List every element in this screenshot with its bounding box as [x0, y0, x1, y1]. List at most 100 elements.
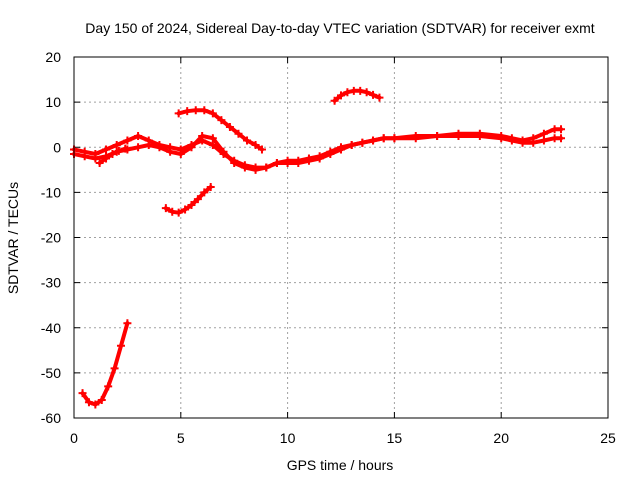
x-tick-label: 10 [280, 430, 296, 446]
y-tick-label: 0 [53, 139, 61, 155]
data-point-marker [161, 204, 170, 213]
chart-title: Day 150 of 2024, Sidereal Day-to-day VTE… [85, 20, 594, 36]
data-point-marker [219, 147, 228, 156]
data-point-marker [539, 136, 548, 145]
data-point-marker [110, 364, 119, 373]
data-point-marker [166, 147, 175, 156]
data-point-marker [191, 106, 200, 115]
series-arc-early-negative [95, 144, 130, 168]
data-point-marker [200, 188, 209, 197]
data-point-marker [144, 140, 153, 149]
data-point-marker [176, 150, 185, 159]
data-point-marker [134, 131, 143, 140]
data-point-marker [208, 109, 217, 118]
data-point-marker [181, 205, 190, 214]
data-point-marker [433, 131, 442, 140]
x-tick-label: 20 [493, 430, 509, 446]
data-point-marker [230, 159, 239, 168]
data-point-marker [369, 136, 378, 145]
data-point-marker [116, 341, 125, 350]
data-point-marker [347, 140, 356, 149]
data-point-marker [80, 152, 89, 161]
y-tick-label: 10 [45, 94, 61, 110]
series-arc-negative-mid [161, 182, 215, 217]
data-point-marker [251, 165, 260, 174]
data-point-marker [557, 125, 566, 134]
data-point-marker [102, 145, 111, 154]
data-point-marker [240, 163, 249, 172]
data-point-marker [337, 91, 345, 100]
data-point-marker [497, 134, 506, 143]
data-point-marker [272, 159, 281, 168]
data-point-marker [557, 134, 566, 143]
data-point-marker [379, 134, 388, 143]
data-point-marker [475, 131, 484, 140]
data-point-marker [102, 154, 111, 163]
y-tick-label: -30 [41, 275, 61, 291]
series-arc-high-afternoon [330, 86, 384, 105]
y-axis-label: SDTVAR / TECUs [5, 182, 21, 294]
data-point-marker [518, 138, 527, 147]
x-tick-label: 15 [387, 430, 403, 446]
data-point-marker [330, 96, 339, 105]
data-point-marker [234, 129, 243, 138]
data-point-marker [411, 134, 420, 143]
data-point-marker [200, 106, 209, 115]
series-layer [70, 86, 566, 409]
y-tick-label: -10 [41, 184, 61, 200]
data-point-marker [343, 88, 352, 97]
data-point-marker [91, 400, 100, 409]
y-tick-label: -50 [41, 365, 61, 381]
data-point-marker [358, 138, 367, 147]
data-point-marker [206, 182, 215, 191]
y-tick-label: -40 [41, 320, 61, 336]
x-tick-label: 0 [70, 430, 78, 446]
x-tick-label: 5 [177, 430, 185, 446]
data-point-marker [123, 319, 132, 328]
data-point-marker [78, 389, 87, 398]
data-point-marker [315, 152, 324, 161]
data-point-marker [112, 140, 121, 149]
data-point-marker [257, 145, 266, 154]
data-point-marker [262, 163, 271, 172]
data-point-marker [208, 134, 217, 143]
series-arc-deep-negative [78, 319, 132, 409]
data-point-marker [251, 140, 260, 149]
data-point-marker [187, 143, 196, 152]
tick-label-layer: 0 5 10 15 20 25 20 10 0 -10 -20 -30 -40 -50 -60 [41, 49, 616, 446]
data-point-marker [104, 382, 113, 391]
data-point-marker [283, 156, 292, 165]
data-point-marker [155, 143, 164, 152]
data-point-marker [390, 134, 399, 143]
data-point-marker [91, 154, 100, 163]
data-point-marker [362, 88, 371, 97]
data-point-marker [108, 150, 117, 159]
data-point-marker [454, 131, 463, 140]
data-point-marker [198, 131, 207, 140]
y-tick-label: 20 [45, 49, 61, 65]
data-point-marker [174, 208, 183, 217]
data-point-marker [95, 159, 104, 168]
data-point-marker [326, 147, 335, 156]
data-point-marker [187, 201, 196, 210]
data-point-marker [114, 146, 123, 155]
x-axis-label: GPS time / hours [287, 457, 394, 473]
data-point-marker [356, 86, 365, 95]
data-point-marker [369, 90, 378, 99]
data-point-marker [294, 156, 303, 165]
data-point-marker [304, 154, 313, 163]
data-point-marker [225, 122, 234, 131]
data-point-marker [134, 143, 143, 152]
data-point-marker [97, 395, 106, 404]
y-tick-label: -20 [41, 230, 61, 246]
data-point-marker [123, 136, 132, 145]
y-tick-label: -60 [41, 410, 61, 426]
x-tick-label: 25 [600, 430, 616, 446]
data-point-marker [243, 136, 252, 145]
data-point-marker [375, 93, 384, 102]
data-point-marker [121, 144, 130, 153]
data-point-marker [539, 129, 548, 138]
data-point-marker [337, 143, 345, 152]
